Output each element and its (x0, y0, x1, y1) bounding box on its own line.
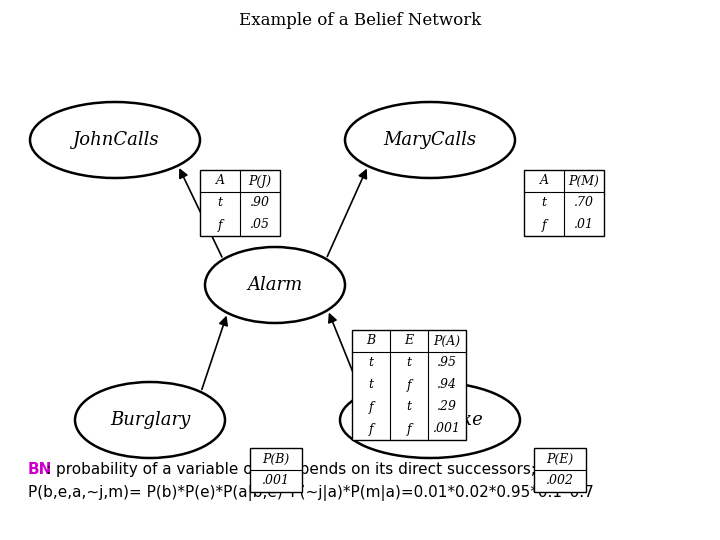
Text: P(A): P(A) (433, 334, 461, 348)
Text: t: t (407, 356, 412, 369)
Text: f: f (217, 219, 222, 232)
Text: MaryCalls: MaryCalls (384, 131, 477, 149)
Text: f: f (541, 219, 546, 232)
Text: t: t (369, 379, 374, 392)
Text: Example of a Belief Network: Example of a Belief Network (239, 12, 481, 29)
Text: B: B (366, 334, 376, 348)
Text: : probability of a variable only depends on its direct successors; e.g.: : probability of a variable only depends… (46, 462, 570, 477)
Text: t: t (217, 197, 222, 210)
Bar (250, 448, 302, 492)
Text: t: t (541, 197, 546, 210)
Text: P(M): P(M) (569, 174, 600, 187)
Bar (534, 448, 586, 492)
Text: JohnCalls: JohnCalls (72, 131, 158, 149)
Text: P(J): P(J) (248, 174, 271, 187)
Text: f: f (407, 379, 411, 392)
Text: BN: BN (28, 462, 53, 477)
Bar (352, 330, 466, 440)
Text: A: A (539, 174, 549, 187)
Text: .01: .01 (574, 219, 594, 232)
Text: t: t (369, 356, 374, 369)
Text: Earthquake: Earthquake (377, 411, 483, 429)
Text: P(B): P(B) (262, 453, 289, 465)
Text: .05: .05 (250, 219, 270, 232)
Text: f: f (369, 401, 373, 414)
Text: Burglary: Burglary (110, 411, 190, 429)
Text: Alarm: Alarm (248, 276, 302, 294)
Text: .29: .29 (437, 401, 457, 414)
Text: .002: .002 (546, 475, 574, 488)
Text: E: E (405, 334, 413, 348)
Text: t: t (407, 401, 412, 414)
Text: P(E): P(E) (546, 453, 574, 465)
Text: f: f (407, 422, 411, 435)
Text: .001: .001 (433, 422, 461, 435)
Bar (200, 170, 280, 236)
Text: P(b,e,a,~j,m)= P(b)*P(e)*P(a|b,e)*P(~j|a)*P(m|a)=0.01*0.02*0.95*0.1*0.7: P(b,e,a,~j,m)= P(b)*P(e)*P(a|b,e)*P(~j|a… (28, 485, 594, 501)
Text: .95: .95 (437, 356, 457, 369)
Text: .90: .90 (250, 197, 270, 210)
Text: .001: .001 (262, 475, 290, 488)
Bar (524, 170, 604, 236)
Text: A: A (215, 174, 225, 187)
Text: .70: .70 (574, 197, 594, 210)
Text: f: f (369, 422, 373, 435)
Text: .94: .94 (437, 379, 457, 392)
